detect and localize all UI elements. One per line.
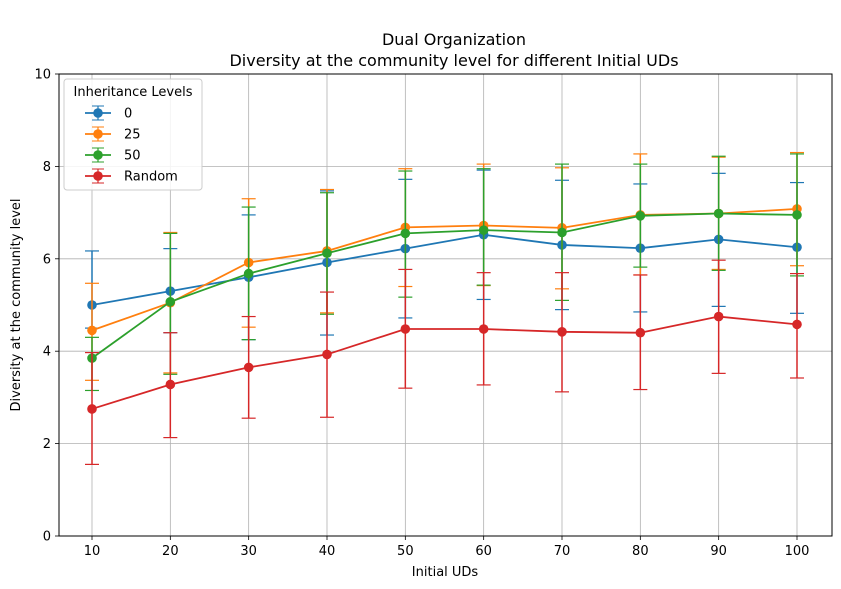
data-point — [635, 211, 646, 221]
data-point — [713, 311, 724, 322]
data-point — [792, 210, 802, 220]
series-layer — [85, 151, 804, 465]
y-tick-label: 6 — [43, 252, 51, 267]
series-random — [85, 259, 804, 465]
legend-marker — [93, 129, 103, 139]
data-point — [165, 296, 176, 307]
data-point — [165, 379, 176, 390]
y-tick-label: 10 — [34, 68, 51, 83]
x-tick-label: 70 — [554, 544, 571, 559]
legend-marker — [93, 108, 103, 118]
plot-frame — [58, 73, 833, 537]
data-point — [478, 324, 489, 334]
chart-title: Dual Organization — [382, 30, 526, 49]
data-point — [557, 227, 567, 238]
data-point — [400, 228, 411, 239]
series-0 — [85, 169, 804, 341]
legend-item-0: 0 — [85, 105, 132, 122]
x-axis: 10 20 30 40 50 60 70 80 90 100 — [84, 536, 810, 559]
x-tick-label: 90 — [710, 544, 727, 559]
series-line — [91, 208, 798, 332]
y-tick-label: 4 — [43, 345, 51, 360]
legend-item-50: 50 — [85, 147, 141, 164]
data-point — [713, 208, 724, 219]
data-point — [478, 225, 489, 235]
legend-label: 25 — [124, 128, 141, 143]
y-tick-label: 2 — [43, 437, 51, 452]
legend-item-random: Random — [85, 168, 178, 185]
x-tick-label: 10 — [84, 544, 101, 559]
legend-label: 0 — [124, 107, 132, 122]
legend-label: 50 — [124, 149, 141, 164]
data-point — [87, 404, 97, 414]
x-tick-label: 30 — [240, 544, 257, 559]
data-point — [557, 326, 567, 337]
legend-marker — [93, 171, 103, 181]
data-point — [322, 349, 332, 360]
x-tick-label: 20 — [162, 544, 179, 559]
legend-title: Inheritance Levels — [74, 85, 193, 100]
y-axis: 0 2 4 6 8 10 — [34, 68, 59, 545]
legend: Inheritance Levels 0 25 50 Random — [63, 78, 203, 191]
data-point — [792, 319, 802, 330]
data-point — [243, 268, 254, 279]
y-axis-label: Diversity at the community level — [9, 199, 24, 412]
series-line — [91, 212, 798, 359]
y-tick-label: 0 — [43, 530, 51, 545]
chart-subtitle: Diversity at the community level for dif… — [229, 51, 678, 70]
data-point — [635, 327, 646, 338]
series-line — [91, 233, 798, 306]
data-point — [322, 248, 332, 259]
x-tick-label: 60 — [475, 544, 492, 559]
legend-label: Random — [124, 170, 178, 185]
x-tick-label: 80 — [632, 544, 649, 559]
x-tick-label: 40 — [319, 544, 336, 559]
x-axis-label: Initial UDs — [412, 565, 479, 580]
legend-marker — [93, 150, 103, 160]
y-tick-label: 8 — [43, 160, 51, 175]
series-line — [91, 315, 798, 410]
x-tick-label: 50 — [397, 544, 414, 559]
data-point — [87, 325, 97, 336]
data-point — [400, 324, 411, 334]
x-tick-label: 100 — [785, 544, 810, 559]
legend-item-25: 25 — [85, 126, 141, 143]
data-point — [243, 362, 254, 373]
